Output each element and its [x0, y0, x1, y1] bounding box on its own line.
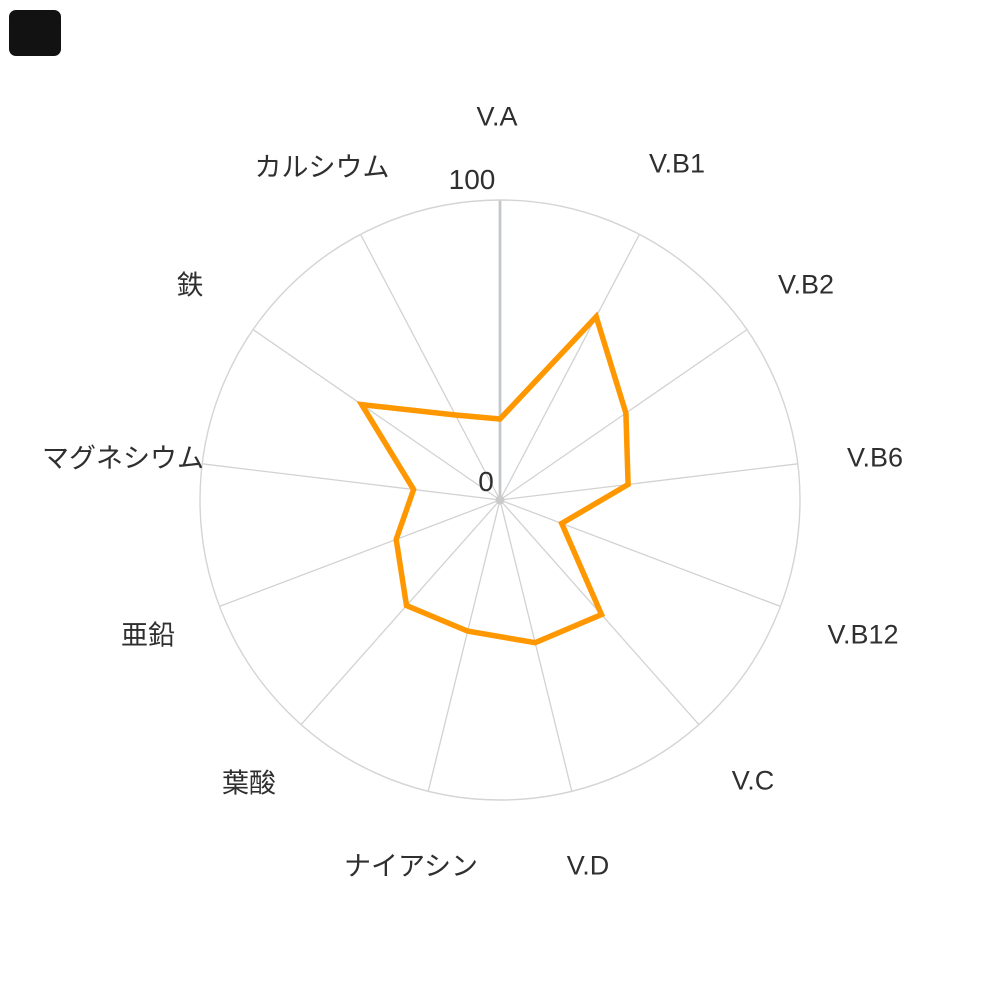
tick-label-min: 0 [478, 466, 494, 497]
web-spoke [360, 234, 501, 501]
axis-label-9: 亜鉛 [121, 620, 175, 651]
axis-label-2: V.B2 [777, 269, 835, 300]
web-spoke [300, 499, 501, 726]
axis-label-3: V.B6 [846, 442, 904, 473]
tick-label-max: 100 [448, 164, 496, 195]
center-dot [495, 495, 505, 505]
axis-label-8: 葉酸 [222, 768, 276, 799]
axis-label-11: 鉄 [176, 270, 204, 301]
web-spoke [499, 499, 573, 792]
web-spoke [499, 499, 781, 608]
web-spoke [202, 463, 501, 501]
axis-label-10: マグネシウム [42, 443, 204, 474]
web-outer-circle [199, 199, 801, 801]
web-spoke [499, 234, 640, 501]
axis-label-5: V.C [731, 765, 775, 796]
axis-label-4: V.B12 [827, 619, 899, 650]
corner-patch [9, 10, 61, 56]
web-spoke [219, 499, 501, 608]
web-spoke [427, 499, 501, 792]
radar-data-polygon [356, 311, 631, 646]
axis-label-6: V.D [566, 850, 610, 881]
web-spoke [499, 463, 798, 501]
axis-label-0: V.A [476, 101, 518, 132]
axis-label-7: ナイアシン [344, 851, 478, 882]
axis-label-12: カルシウム [254, 152, 390, 183]
web-spoke [252, 329, 501, 501]
axis-label-1: V.B1 [648, 148, 706, 179]
